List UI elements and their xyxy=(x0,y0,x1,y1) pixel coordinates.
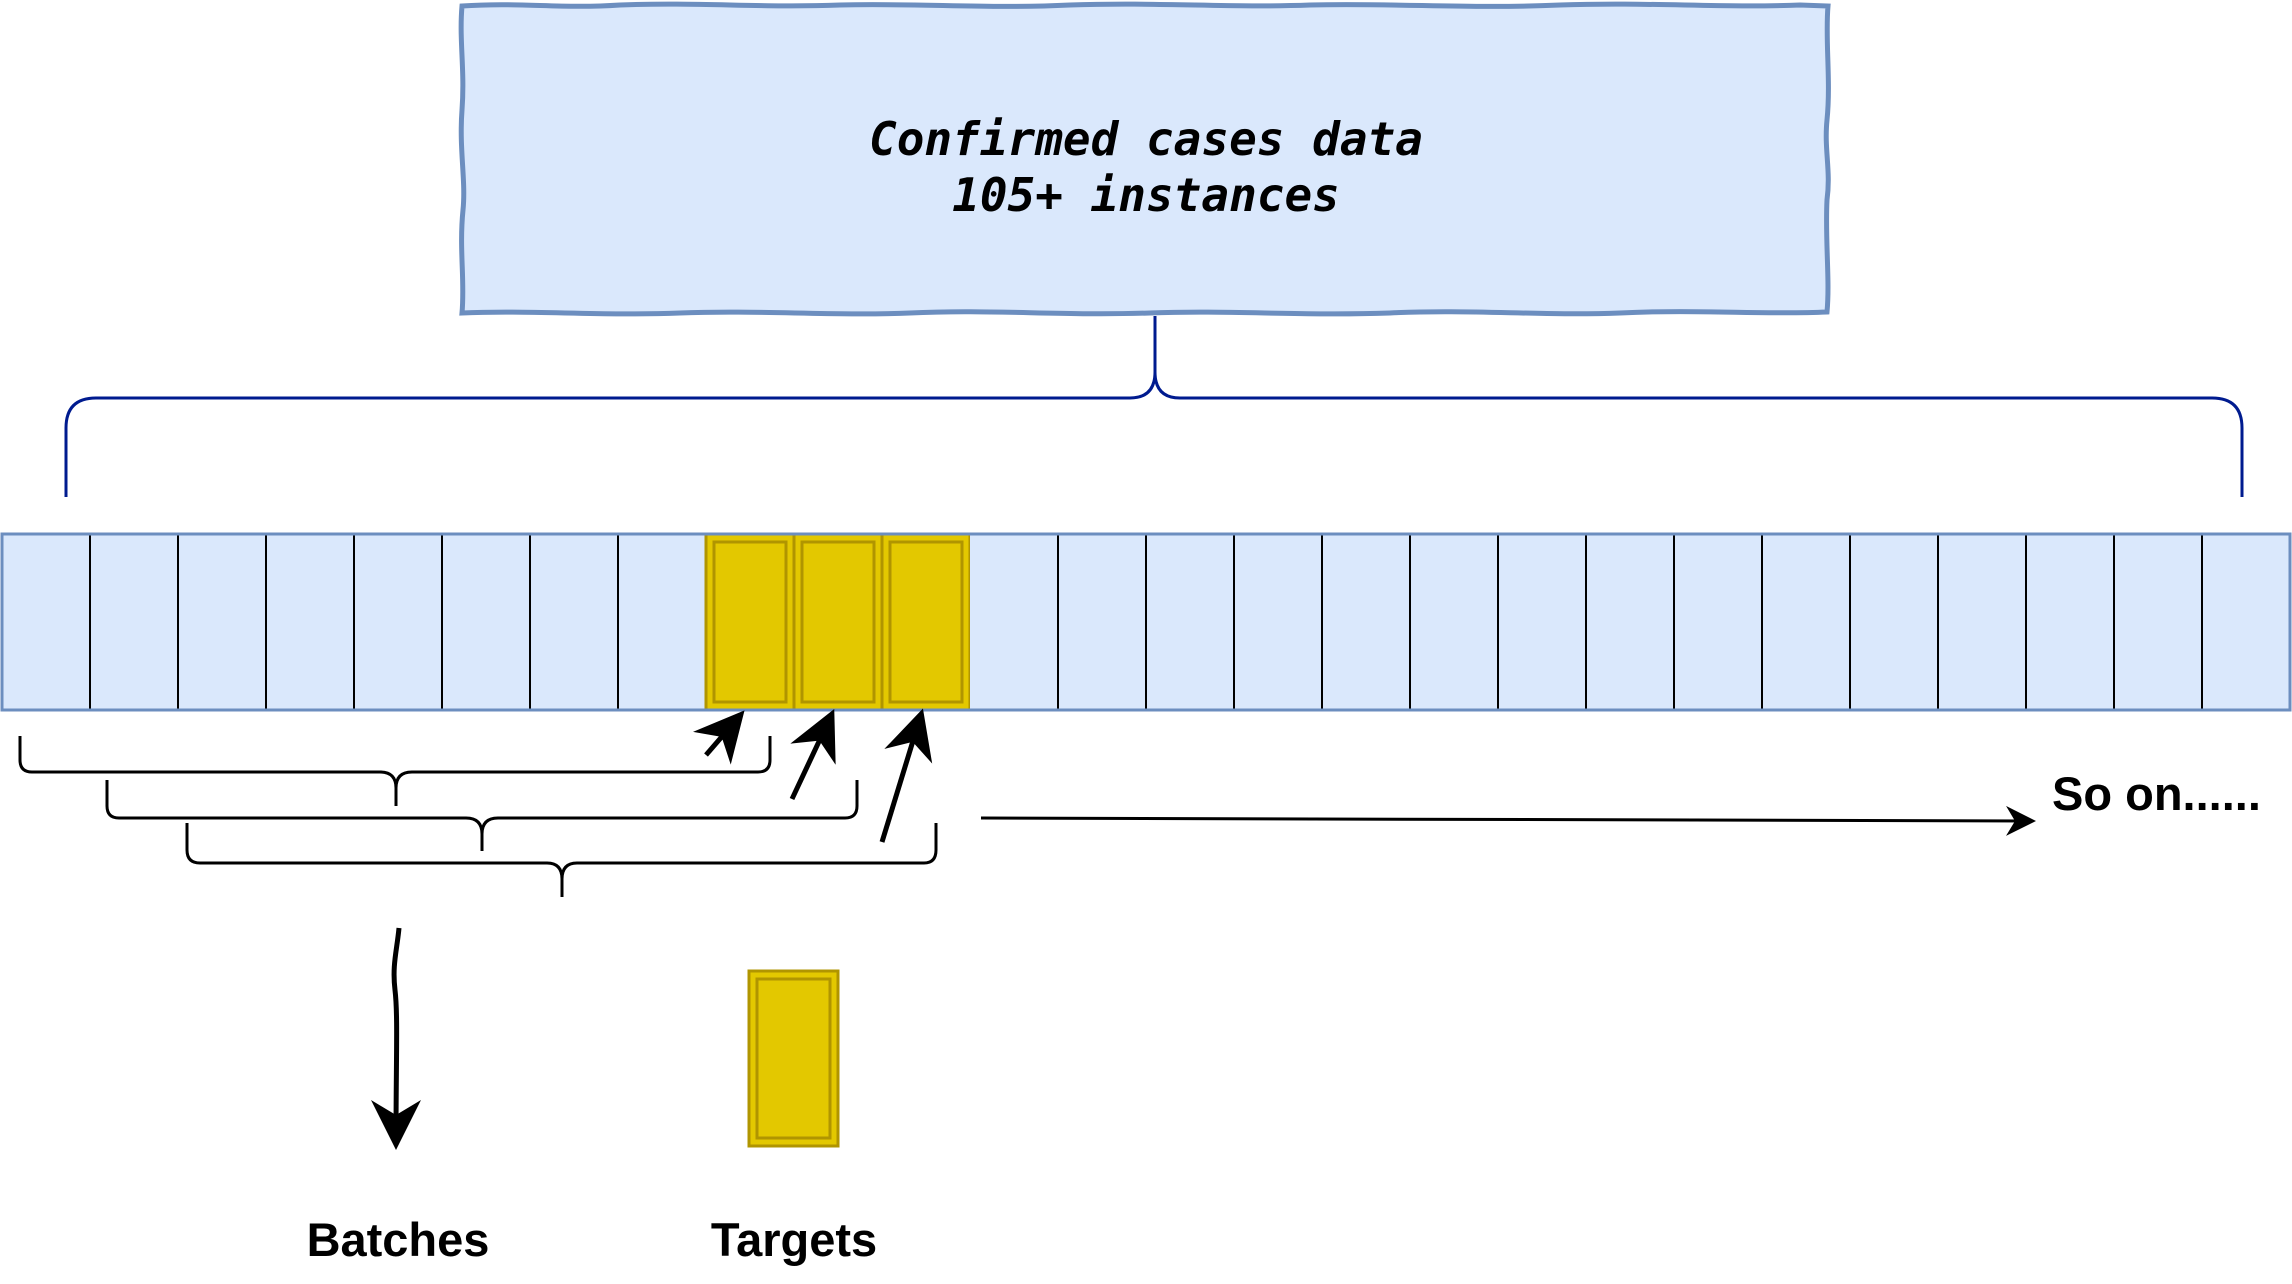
title-line-2: 105+ instances xyxy=(952,168,1340,222)
data-cell-20 xyxy=(1762,534,1850,710)
data-cell-16 xyxy=(1410,534,1498,710)
target-cell-10 xyxy=(880,532,972,712)
sequence-strip xyxy=(0,532,2292,712)
continuation-arrow xyxy=(980,805,2036,836)
data-cell-6 xyxy=(530,534,618,710)
data-cell-15 xyxy=(1322,534,1410,710)
data-cell-12 xyxy=(1058,534,1146,710)
data-cell-7 xyxy=(618,534,706,710)
batches-arrow xyxy=(371,927,422,1150)
data-cell-3 xyxy=(266,534,354,710)
data-cell-22 xyxy=(1938,534,2026,710)
window-brace-1 xyxy=(18,736,772,806)
batches-label: Batches xyxy=(307,1213,490,1266)
window-brace-3 xyxy=(185,823,938,897)
data-cell-21 xyxy=(1850,534,1938,710)
target-arrow-2 xyxy=(789,708,836,801)
target-cell-inner-10 xyxy=(888,540,964,704)
data-cell-14 xyxy=(1234,534,1322,710)
target-legend-swatch xyxy=(747,969,840,1148)
targets-label: Targets xyxy=(711,1213,877,1266)
title-box-shape xyxy=(458,1,1831,317)
data-cell-13 xyxy=(1146,534,1234,710)
title-box: Confirmed cases data 105+ instances xyxy=(458,1,1831,317)
target-cell-inner-9 xyxy=(800,540,876,704)
dataset-brace xyxy=(64,316,2244,497)
data-cell-25 xyxy=(2202,534,2290,710)
data-cell-4 xyxy=(354,534,442,710)
window-brace-2 xyxy=(105,780,859,851)
data-cell-24 xyxy=(2114,534,2202,710)
target-cell-8 xyxy=(704,532,796,712)
target-cell-9 xyxy=(792,532,884,712)
data-cell-1 xyxy=(90,534,178,710)
data-cell-17 xyxy=(1498,534,1586,710)
data-cell-23 xyxy=(2026,534,2114,710)
data-cell-11 xyxy=(970,534,1058,710)
data-cell-18 xyxy=(1586,534,1674,710)
target-arrow-1 xyxy=(692,710,745,765)
data-cell-19 xyxy=(1674,534,1762,710)
sequence-strip-border xyxy=(0,532,2292,712)
data-cell-2 xyxy=(178,534,266,710)
target-arrow-3 xyxy=(879,708,933,843)
title-line-1: Confirmed cases data xyxy=(869,112,1423,166)
continuation-label: So on...... xyxy=(2052,767,2261,820)
data-cell-0 xyxy=(2,534,90,710)
data-cell-5 xyxy=(442,534,530,710)
target-cell-inner-8 xyxy=(712,540,788,704)
